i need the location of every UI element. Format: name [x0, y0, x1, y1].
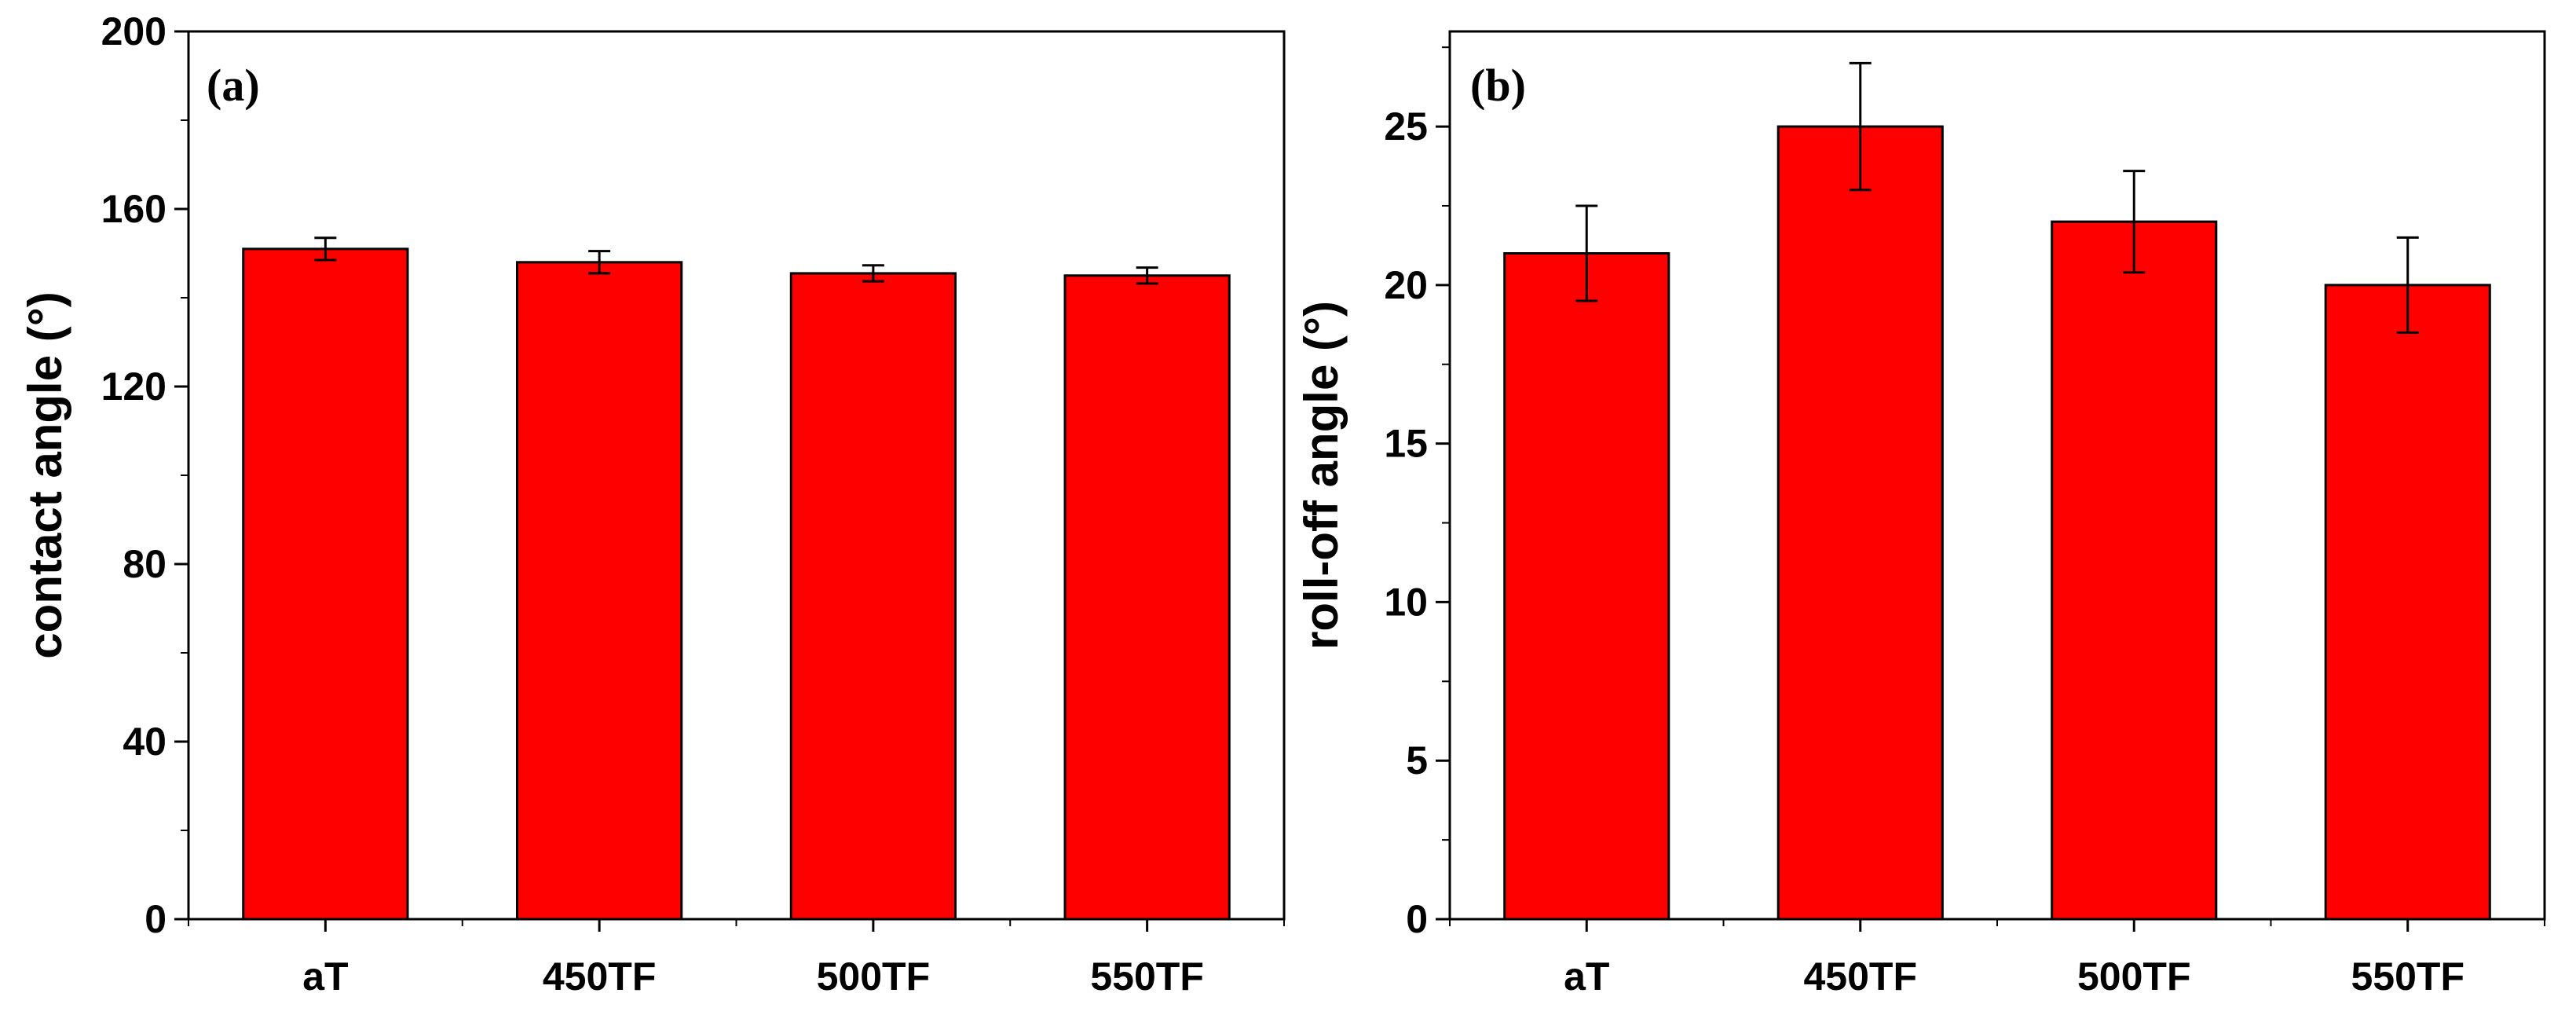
plot-frame — [187, 30, 1286, 921]
y-tick-label: 10 — [1384, 580, 1428, 624]
y-axis-label: contact angle (°) — [19, 291, 71, 658]
bar — [1776, 125, 1944, 921]
y-tick-label: 25 — [1384, 104, 1428, 148]
bar — [242, 247, 409, 921]
y-tick-label: 160 — [101, 187, 166, 231]
y-tick-label: 0 — [145, 897, 166, 941]
y-tick-label: 15 — [1384, 422, 1428, 466]
y-tick-label: 40 — [123, 720, 166, 764]
y-tick-label: 0 — [1406, 897, 1428, 941]
x-tick-label: 550TF — [2351, 955, 2464, 999]
x-tick-label: aT — [302, 955, 348, 999]
panel-label: (a) — [207, 60, 260, 111]
bar — [789, 272, 957, 921]
x-tick-label: 550TF — [1090, 955, 1204, 999]
y-tick-label: 80 — [123, 542, 166, 586]
bar — [1063, 274, 1231, 921]
chart-panel-a: aT 450TF 500TF 550TF 0 40 80 120 160 200 contact a… — [19, 9, 1286, 999]
y-tick-label: 200 — [101, 9, 166, 53]
bar — [516, 261, 683, 921]
x-tick-label: 500TF — [817, 955, 931, 999]
panel-label: (b) — [1470, 60, 1526, 111]
bar — [2324, 284, 2491, 921]
x-tick-label: 500TF — [2077, 955, 2191, 999]
x-tick-label: 450TF — [543, 955, 657, 999]
y-tick-label: 120 — [101, 365, 166, 409]
x-tick-label: aT — [1564, 955, 1609, 999]
x-tick-label: 450TF — [1803, 955, 1917, 999]
bar — [2051, 220, 2218, 921]
y-tick-label: 5 — [1406, 738, 1428, 782]
y-tick-label: 20 — [1384, 263, 1428, 307]
plot-frame — [1448, 30, 2546, 921]
y-axis-label: roll-off angle (°) — [1295, 301, 1348, 650]
bar — [1503, 252, 1670, 921]
chart-panel-b: aT 450TF 500TF 550TF 0 5 10 15 20 25 roll-off angl… — [1295, 30, 2546, 999]
